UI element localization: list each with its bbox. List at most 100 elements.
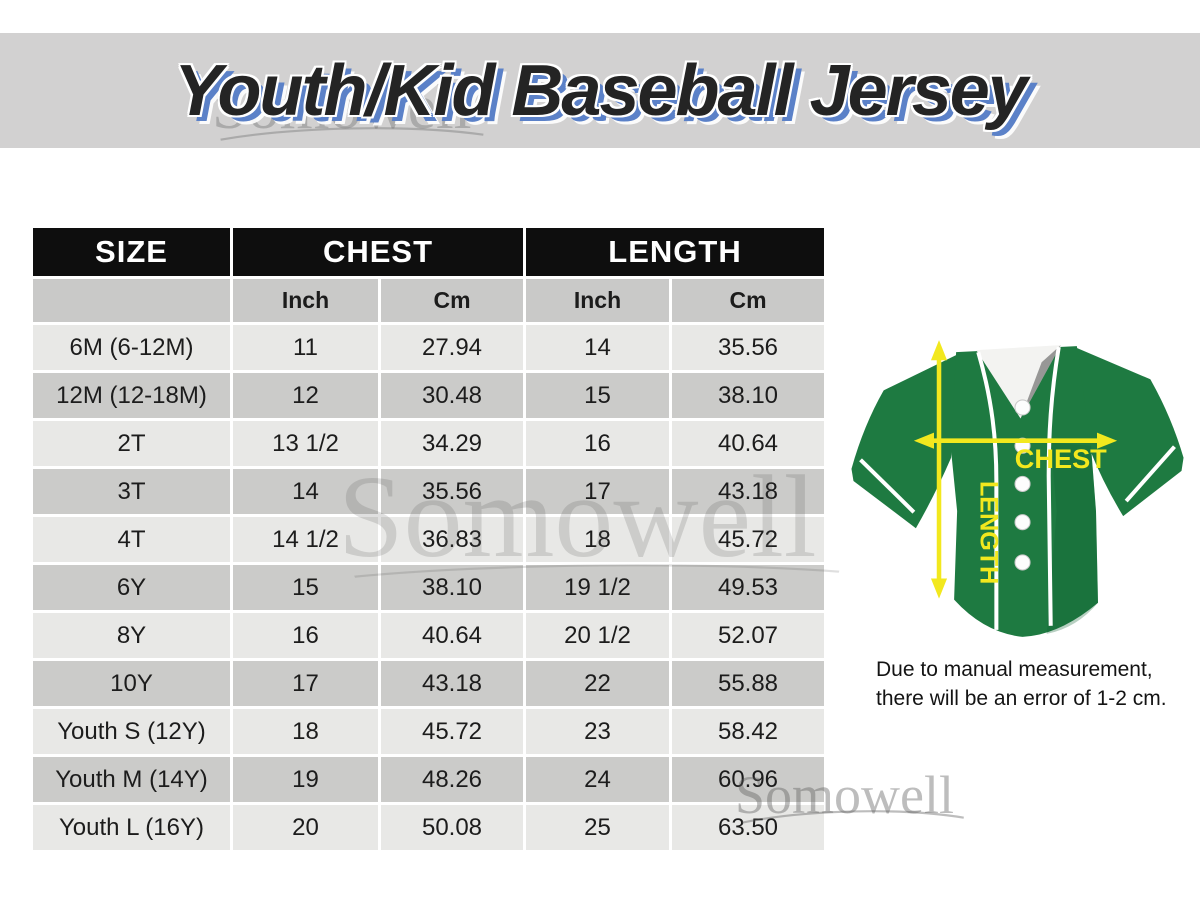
size-cell: 6Y [33, 565, 230, 610]
value-cell: 20 [233, 805, 378, 850]
size-table-body: 6M (6-12M) 11 27.94 14 35.56 12M (12-18M) 12 30… [33, 325, 824, 850]
value-cell: 38.10 [381, 565, 523, 610]
table-row: 12M (12-18M) 12 30.48 15 38.10 [33, 373, 824, 418]
length-arrow [930, 340, 948, 599]
table-row: 2T 13 1/2 34.29 16 40.64 [33, 421, 824, 466]
table-row: 6Y 15 38.10 19 1/2 49.53 [33, 565, 824, 610]
size-cell: 2T [33, 421, 230, 466]
table-row: Youth L (16Y) 20 50.08 25 63.50 [33, 805, 824, 850]
value-cell: 38.10 [672, 373, 824, 418]
unit-chest-inch: Inch [233, 279, 378, 322]
size-cell: 12M (12-18M) [33, 373, 230, 418]
size-cell: 4T [33, 517, 230, 562]
value-cell: 23 [526, 709, 669, 754]
size-cell: 8Y [33, 613, 230, 658]
value-cell: 15 [233, 565, 378, 610]
size-cell: Youth S (12Y) [33, 709, 230, 754]
value-cell: 20 1/2 [526, 613, 669, 658]
value-cell: 35.56 [381, 469, 523, 514]
unit-chest-cm: Cm [381, 279, 523, 322]
jersey-buttons [1014, 399, 1031, 571]
measurement-note: Due to manual measurement, there will be… [876, 655, 1200, 713]
chest-arrow [913, 432, 1118, 449]
value-cell: 58.42 [672, 709, 824, 754]
unit-length-inch: Inch [526, 279, 669, 322]
size-cell: 6M (6-12M) [33, 325, 230, 370]
value-cell: 48.26 [381, 757, 523, 802]
value-cell: 11 [233, 325, 378, 370]
value-cell: 49.53 [672, 565, 824, 610]
size-table-wrap: SIZE CHEST LENGTH Inch Cm Inch Cm 6M (6-… [33, 228, 827, 853]
value-cell: 60.96 [672, 757, 824, 802]
value-cell: 52.07 [672, 613, 824, 658]
value-cell: 18 [233, 709, 378, 754]
length-arrow-label: LENGTH [974, 481, 1002, 584]
value-cell: 55.88 [672, 661, 824, 706]
header-size: SIZE [33, 228, 230, 276]
table-row: Youth M (14Y) 19 48.26 24 60.96 [33, 757, 824, 802]
table-row: Youth S (12Y) 18 45.72 23 58.42 [33, 709, 824, 754]
jersey-neck-opening [976, 345, 1061, 419]
table-row: 10Y 17 43.18 22 55.88 [33, 661, 824, 706]
size-cell: Youth L (16Y) [33, 805, 230, 850]
table-unit-header-row: Inch Cm Inch Cm [33, 279, 824, 322]
value-cell: 12 [233, 373, 378, 418]
jersey-right-cuff-stripe [1124, 445, 1176, 503]
value-cell: 25 [526, 805, 669, 850]
value-cell: 45.72 [672, 517, 824, 562]
value-cell: 30.48 [381, 373, 523, 418]
value-cell: 14 [233, 469, 378, 514]
table-row: 6M (6-12M) 11 27.94 14 35.56 [33, 325, 824, 370]
value-cell: 40.64 [381, 613, 523, 658]
jersey-right-piping [1046, 346, 1061, 626]
value-cell: 27.94 [381, 325, 523, 370]
value-cell: 13 1/2 [233, 421, 378, 466]
header-chest: CHEST [233, 228, 523, 276]
value-cell: 15 [526, 373, 669, 418]
value-cell: 19 1/2 [526, 565, 669, 610]
value-cell: 16 [233, 613, 378, 658]
size-cell: 3T [33, 469, 230, 514]
table-row: 3T 14 35.56 17 43.18 [33, 469, 824, 514]
jersey-left-cuff-stripe [859, 458, 916, 514]
size-table: SIZE CHEST LENGTH Inch Cm Inch Cm 6M (6-… [30, 225, 827, 853]
unit-size-empty [33, 279, 230, 322]
value-cell: 40.64 [672, 421, 824, 466]
value-cell: 17 [233, 661, 378, 706]
value-cell: 14 [526, 325, 669, 370]
value-cell: 34.29 [381, 421, 523, 466]
value-cell: 18 [526, 517, 669, 562]
header-length: LENGTH [526, 228, 824, 276]
table-row: 4T 14 1/2 36.83 18 45.72 [33, 517, 824, 562]
value-cell: 63.50 [672, 805, 824, 850]
value-cell: 14 1/2 [233, 517, 378, 562]
title-banner: Somowell Youth/Kid Baseball Jersey [0, 33, 1200, 148]
measurement-note-line2: there will be an error of 1-2 cm. [876, 687, 1167, 710]
value-cell: 16 [526, 421, 669, 466]
value-cell: 45.72 [381, 709, 523, 754]
value-cell: 50.08 [381, 805, 523, 850]
table-row: 8Y 16 40.64 20 1/2 52.07 [33, 613, 824, 658]
jersey-neck-shadow [1020, 345, 1061, 419]
value-cell: 22 [526, 661, 669, 706]
jersey-shading [1046, 442, 1099, 634]
value-cell: 24 [526, 757, 669, 802]
page-title: Youth/Kid Baseball Jersey [174, 50, 1028, 131]
value-cell: 35.56 [672, 325, 824, 370]
table-group-header-row: SIZE CHEST LENGTH [33, 228, 824, 276]
value-cell: 36.83 [381, 517, 523, 562]
measurement-note-line1: Due to manual measurement, [876, 658, 1153, 681]
jersey-diagram-image: CHEST LENGTH [851, 340, 1184, 637]
size-cell: 10Y [33, 661, 230, 706]
value-cell: 17 [526, 469, 669, 514]
value-cell: 43.18 [672, 469, 824, 514]
chest-arrow-label: CHEST [1015, 443, 1107, 474]
size-cell: Youth M (14Y) [33, 757, 230, 802]
jersey-right-sleeve [1074, 347, 1184, 517]
jersey-left-sleeve [851, 354, 959, 529]
jersey-left-piping [976, 351, 999, 630]
value-cell: 43.18 [381, 661, 523, 706]
unit-length-cm: Cm [672, 279, 824, 322]
value-cell: 19 [233, 757, 378, 802]
